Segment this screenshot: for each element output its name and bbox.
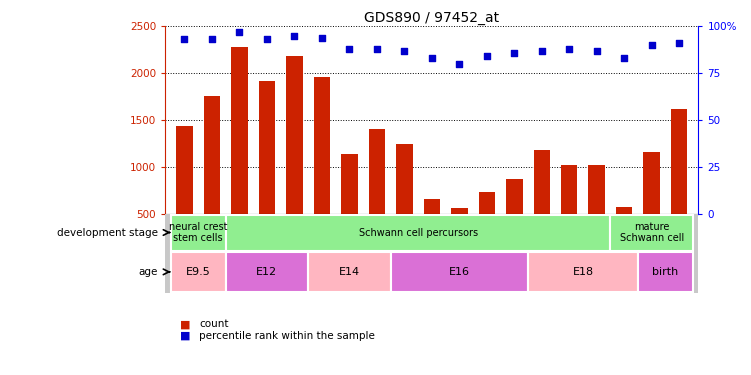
Bar	[176, 126, 193, 261]
Text: count: count	[199, 320, 228, 329]
Bar	[170, 214, 226, 250]
Point	[563, 46, 575, 52]
Point	[673, 40, 685, 46]
Point	[454, 61, 466, 67]
Bar	[258, 81, 275, 261]
Point	[646, 42, 658, 48]
Bar	[231, 47, 248, 261]
Bar	[369, 129, 385, 261]
Text: percentile rank within the sample: percentile rank within the sample	[199, 331, 375, 340]
Point	[343, 46, 355, 52]
Text: ■: ■	[180, 320, 191, 329]
Bar	[391, 252, 528, 292]
Bar	[308, 252, 391, 292]
Bar	[506, 178, 523, 261]
Point	[261, 36, 273, 42]
Point	[591, 48, 603, 54]
Title: GDS890 / 97452_at: GDS890 / 97452_at	[364, 11, 499, 25]
Point	[234, 29, 246, 35]
Text: neural crest
stem cells: neural crest stem cells	[169, 222, 228, 243]
Text: E14: E14	[339, 267, 360, 277]
Bar	[314, 77, 330, 261]
Bar	[638, 252, 693, 292]
Point	[508, 50, 520, 55]
Bar	[528, 252, 638, 292]
Text: development stage: development stage	[57, 228, 158, 237]
Bar	[396, 144, 412, 261]
Bar	[226, 252, 308, 292]
Text: age: age	[138, 267, 158, 277]
Point	[288, 33, 300, 39]
Bar	[561, 165, 578, 261]
Point	[481, 53, 493, 59]
Point	[206, 36, 218, 42]
Text: ■: ■	[180, 331, 191, 340]
Point	[371, 46, 383, 52]
Point	[398, 48, 410, 54]
Bar	[589, 165, 605, 261]
Bar	[286, 56, 303, 261]
Bar	[611, 214, 693, 250]
Bar	[451, 208, 468, 261]
Point	[179, 36, 191, 42]
Bar	[644, 152, 660, 261]
Bar	[341, 154, 357, 261]
Point	[426, 55, 438, 61]
Text: E9.5: E9.5	[185, 267, 210, 277]
Text: Schwann cell percursors: Schwann cell percursors	[358, 228, 478, 237]
Bar	[204, 96, 220, 261]
Bar	[170, 252, 226, 292]
Text: E16: E16	[449, 267, 470, 277]
Bar	[424, 199, 440, 261]
Text: E12: E12	[256, 267, 277, 277]
Text: birth: birth	[653, 267, 679, 277]
Point	[316, 34, 328, 40]
Text: mature
Schwann cell: mature Schwann cell	[620, 222, 684, 243]
Bar	[616, 207, 632, 261]
Point	[535, 48, 547, 54]
Bar	[533, 150, 550, 261]
Bar	[671, 109, 687, 261]
Bar	[226, 214, 611, 250]
Point	[618, 55, 630, 61]
Text: E18: E18	[572, 267, 593, 277]
Bar	[478, 192, 495, 261]
